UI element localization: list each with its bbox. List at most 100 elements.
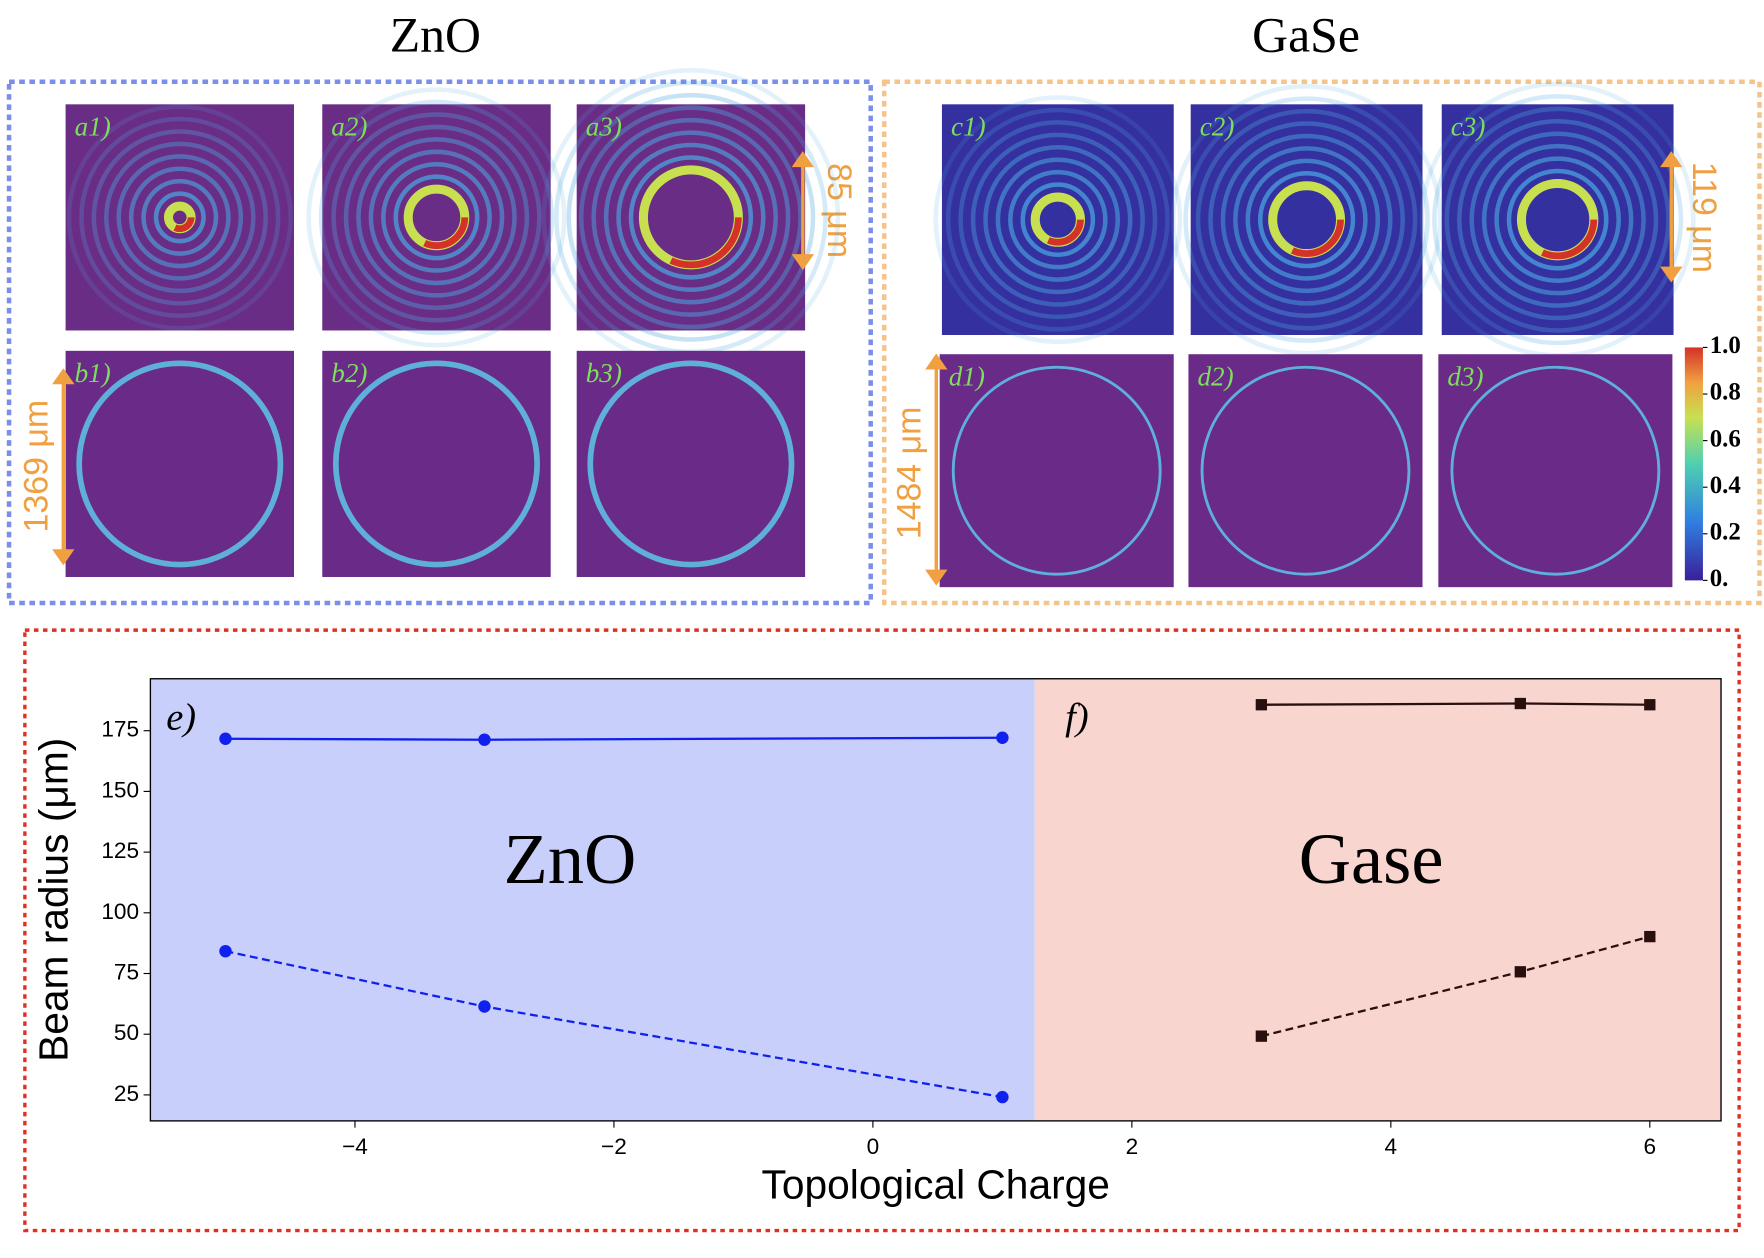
y-tick-label: 125 — [101, 838, 139, 863]
heatmap-bg — [1438, 354, 1673, 588]
marker — [1255, 1030, 1268, 1042]
fringe — [356, 137, 517, 298]
fringe — [1494, 156, 1621, 283]
y-tick-label: 50 — [114, 1020, 139, 1045]
y-tick-label: 100 — [101, 899, 139, 924]
fringe — [165, 202, 195, 233]
fringe — [306, 87, 567, 348]
fringe — [578, 105, 803, 330]
fringe — [404, 185, 469, 250]
fringe — [958, 120, 1158, 320]
x-axis-label: Topological Charge — [762, 1161, 1110, 1207]
heatmap-bg — [65, 350, 294, 577]
fringe — [104, 141, 256, 294]
heatmap: a3) — [541, 68, 841, 367]
panel-label: b2) — [331, 358, 367, 388]
heatmap-bg — [322, 104, 551, 331]
fringe — [128, 166, 231, 269]
ring — [1200, 365, 1411, 576]
marker — [1644, 930, 1656, 943]
fringe — [1469, 131, 1646, 308]
panel-label: d1) — [949, 361, 985, 391]
fringe — [603, 130, 778, 305]
zno-box — [6, 79, 873, 606]
heatmap: c1) — [933, 95, 1183, 345]
fringe — [640, 166, 742, 269]
heatmap-bg — [941, 104, 1174, 335]
fringe — [381, 161, 492, 273]
plot-frame — [149, 678, 1722, 1122]
heatmap-bg — [65, 104, 294, 331]
colorbar-label: 0.8 — [1710, 379, 1741, 406]
panel-label: b1) — [75, 358, 111, 388]
series-line — [1261, 702, 1650, 706]
heatmap-bg — [1188, 354, 1423, 588]
fringe — [1257, 171, 1356, 269]
gase-box — [882, 79, 1762, 606]
fringe — [79, 116, 281, 319]
fringe — [91, 129, 268, 306]
scale-arrows — [52, 151, 1683, 586]
fringe — [318, 99, 555, 336]
fringe — [970, 132, 1145, 307]
ring — [587, 360, 795, 568]
header: GaSe — [1252, 7, 1360, 62]
heatmap-bg — [576, 104, 806, 331]
colorbar-label: 0.2 — [1710, 518, 1741, 545]
colorbar-label: 0. — [1710, 565, 1729, 592]
panel-label: d3) — [1447, 361, 1483, 391]
region-label: Gase — [1299, 819, 1444, 899]
fringe — [1269, 182, 1344, 257]
panel-label: a3) — [586, 111, 622, 141]
y-tick-label: 75 — [114, 959, 139, 984]
marker — [1255, 699, 1268, 711]
y-tick-label: 150 — [101, 777, 139, 802]
marker — [219, 732, 232, 745]
x-tick-label: 6 — [1644, 1134, 1657, 1159]
fringe — [343, 124, 530, 311]
colorbar-label: 0.4 — [1710, 472, 1741, 499]
colorbar — [1684, 347, 1703, 581]
ring — [951, 365, 1162, 576]
fringe — [628, 155, 754, 280]
x-tick-label: 2 — [1126, 1134, 1139, 1159]
heatmap: d3) — [1438, 354, 1673, 588]
heatmap-bg — [576, 350, 806, 577]
marker — [219, 944, 232, 958]
fringe — [933, 95, 1183, 345]
fringe — [393, 174, 480, 261]
marker — [478, 733, 491, 746]
fringe — [1506, 168, 1609, 271]
ring — [333, 360, 540, 568]
fringe — [1183, 96, 1430, 343]
panel-label: a1) — [75, 111, 111, 141]
colorbar-label: 0.6 — [1710, 425, 1741, 452]
heatmap: b2) — [322, 350, 551, 577]
panel-label: b3) — [586, 358, 622, 388]
annotation: e) — [166, 696, 196, 738]
heatmap: d2) — [1188, 354, 1423, 588]
marker — [996, 731, 1009, 744]
heatmap: c2) — [1170, 83, 1443, 356]
fringe — [331, 112, 542, 323]
heatmap-bg — [1190, 104, 1423, 335]
fringe — [1233, 146, 1381, 294]
x-tick-label: 0 — [867, 1134, 880, 1159]
scale-label: 119 μm — [1685, 162, 1723, 273]
annotation: f) — [1065, 696, 1088, 738]
fringe — [1195, 108, 1418, 331]
heatmap-bg — [1441, 104, 1674, 335]
fringe — [153, 191, 206, 244]
fringe — [116, 154, 244, 281]
heatmap: a1) — [65, 104, 294, 331]
region — [150, 678, 1035, 1121]
ring — [76, 360, 284, 568]
panel-label: a2) — [331, 111, 367, 141]
fringe — [1456, 119, 1659, 321]
scale-label: 85 μm — [820, 163, 858, 258]
marker — [1644, 699, 1656, 711]
fringe — [66, 104, 293, 331]
marker — [1514, 966, 1526, 978]
